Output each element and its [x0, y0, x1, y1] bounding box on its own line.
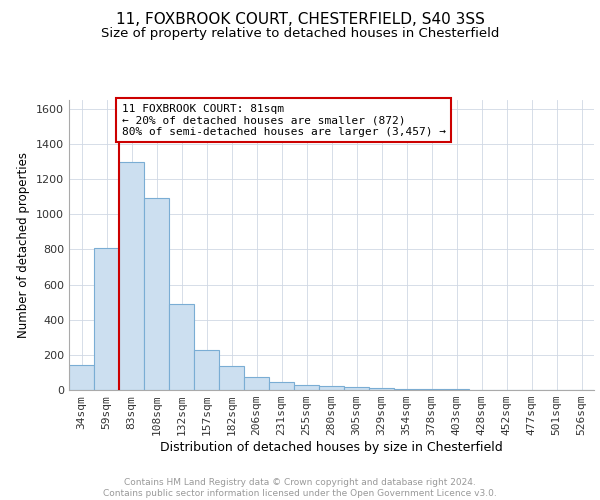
Bar — [69, 366, 94, 390]
Text: 11 FOXBROOK COURT: 81sqm
← 20% of detached houses are smaller (872)
80% of semi-: 11 FOXBROOK COURT: 81sqm ← 20% of detach… — [121, 104, 445, 136]
Bar — [344, 388, 369, 390]
Bar — [169, 304, 194, 390]
Bar — [294, 384, 319, 390]
Y-axis label: Number of detached properties: Number of detached properties — [17, 152, 31, 338]
Bar — [319, 386, 344, 390]
Text: Size of property relative to detached houses in Chesterfield: Size of property relative to detached ho… — [101, 28, 499, 40]
Text: Contains HM Land Registry data © Crown copyright and database right 2024.
Contai: Contains HM Land Registry data © Crown c… — [103, 478, 497, 498]
Bar — [219, 366, 244, 390]
Bar — [144, 198, 169, 390]
Text: 11, FOXBROOK COURT, CHESTERFIELD, S40 3SS: 11, FOXBROOK COURT, CHESTERFIELD, S40 3S… — [116, 12, 484, 28]
Bar — [369, 388, 394, 390]
Bar — [244, 377, 269, 390]
X-axis label: Distribution of detached houses by size in Chesterfield: Distribution of detached houses by size … — [160, 441, 503, 454]
Bar — [119, 162, 144, 390]
Bar — [394, 389, 419, 390]
Bar — [269, 382, 294, 390]
Bar — [194, 350, 219, 390]
Bar — [94, 248, 119, 390]
